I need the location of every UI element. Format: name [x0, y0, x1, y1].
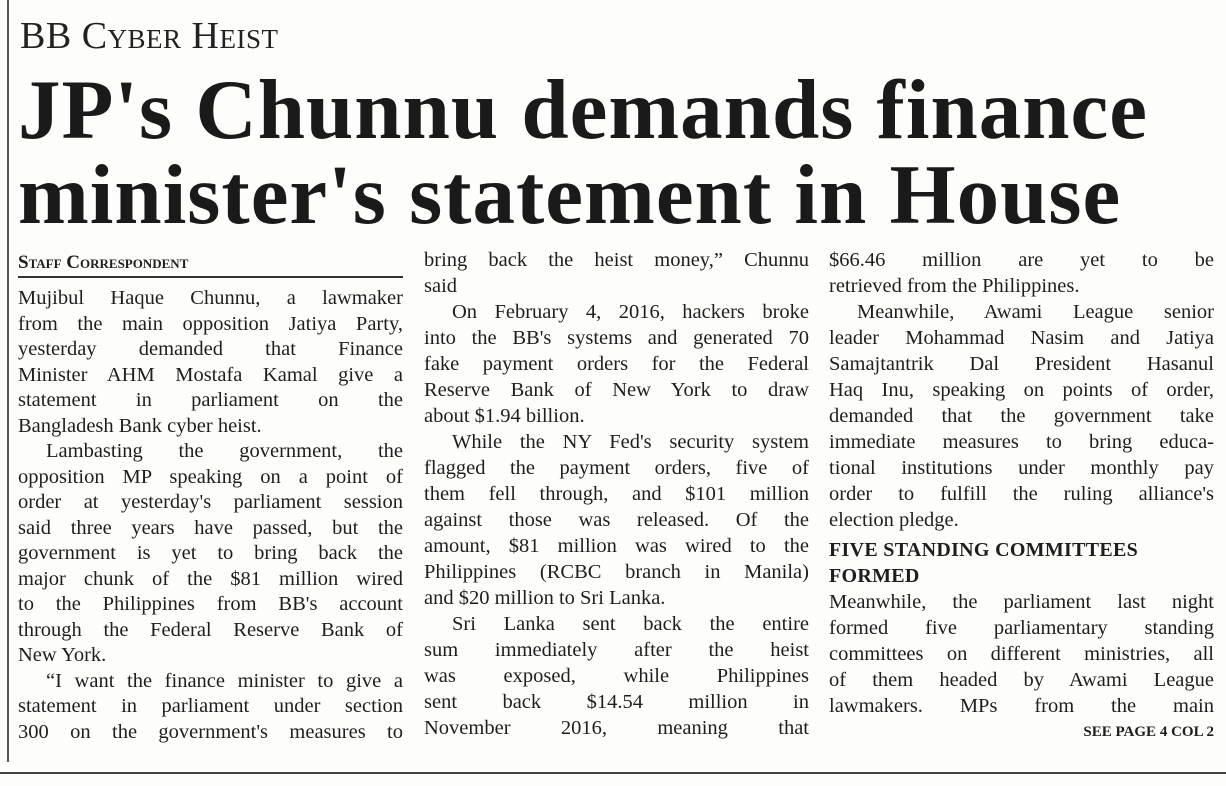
text-line: On February 4, 2016, hackers broke — [452, 301, 809, 323]
text-line: of them headed by Awami League — [829, 669, 1214, 691]
text-line: lawmakers. MPs from the main — [829, 695, 1214, 717]
text-line: $66.46 million are yet to be — [829, 249, 1214, 271]
text-line: Samajtantrik Dal President Hasanul — [829, 353, 1214, 375]
text-line: Lambasting the government, the — [46, 440, 403, 462]
column-body: Mujibul Haque Chunnu, a lawmaker from the… — [18, 286, 403, 745]
text-line: from the main opposition Jatiya Party, — [18, 312, 403, 335]
text-line: amount, $81 million was wired to the — [424, 535, 809, 557]
text-line: election pledge. — [829, 509, 959, 531]
text-line: government is yet to bring back the — [18, 542, 403, 564]
text-line: into the BB's systems and generated 70 — [424, 327, 809, 349]
text-line: 300 on the government's measures to — [18, 720, 403, 743]
text-line: Reserve Bank of New York to draw — [424, 379, 809, 401]
subheading: FIVE STANDING COMMITTEES FORMED — [829, 537, 1214, 589]
text-line: said three years have passed, but the — [18, 516, 403, 539]
text-line: against those was released. Of the — [424, 509, 809, 531]
column-rule-left — [7, 0, 9, 762]
text-line: said — [424, 275, 458, 297]
text-line: them fell through, and $101 million — [424, 483, 809, 505]
headline-line-2: minister's statement in House — [18, 148, 1122, 242]
column-body: $66.46 million are yet to be retrieved fr… — [829, 247, 1214, 533]
text-line: was exposed, while Philippines — [424, 665, 809, 687]
article-column-3: $66.46 million are yet to be retrieved fr… — [829, 247, 1214, 743]
text-line: New York. — [18, 644, 107, 666]
text-line: immediate measures to bring educa- — [829, 431, 1214, 453]
text-line: “I want the finance minister to give a — [46, 669, 403, 692]
text-line: retrieved from the Philippines. — [829, 275, 1080, 297]
text-line: and $20 million to Sri Lanka. — [424, 587, 666, 609]
text-line: November 2016, meaning that — [424, 717, 809, 739]
text-line: Haq Inu, speaking on points of order, — [829, 379, 1214, 401]
subheading-line: FIVE STANDING COMMITTEES — [829, 539, 1139, 561]
text-line: sent back $14.54 million in — [424, 691, 809, 713]
text-line: sum immediately after the heist — [424, 639, 809, 661]
column-body-after-subhead: Meanwhile, the parliament last night form… — [829, 589, 1214, 719]
byline: Staff Correspondent — [18, 250, 403, 278]
text-line: Sri Lanka sent back the entire — [452, 613, 809, 635]
text-line: to the Philippines from BB's account — [18, 593, 403, 615]
jump-line: SEE PAGE 4 COL 2 — [1083, 724, 1214, 740]
text-line: Bangladesh Bank cyber heist. — [18, 414, 262, 437]
text-line: through the Federal Reserve Bank of — [18, 618, 403, 641]
text-line: formed five parliamentary standing — [829, 617, 1214, 639]
article-column-1: Staff Correspondent Mujibul Haque Chunnu… — [18, 250, 403, 745]
text-line: demanded that the government take — [829, 405, 1214, 427]
text-line: tional institutions under monthly pay — [829, 457, 1214, 479]
subheading-line: FORMED — [829, 565, 920, 587]
text-line: statement in parliament on the — [18, 389, 403, 411]
text-line: order to fulfill the ruling alliance's — [829, 483, 1214, 505]
text-line: Mujibul Haque Chunnu, a lawmaker — [18, 287, 403, 309]
text-line: fake payment orders for the Federal — [424, 353, 809, 375]
text-line: Meanwhile, the parliament last night — [829, 591, 1214, 613]
headline: JP's Chunnu demands finance minister's s… — [18, 68, 1213, 238]
text-line: yesterday demanded that Finance — [18, 338, 403, 360]
text-line: opposition MP speaking on a point of — [18, 465, 403, 488]
text-line: about $1.94 billion. — [424, 405, 585, 427]
text-line: leader Mohammad Nasim and Jatiya — [829, 327, 1214, 349]
text-line: Philippines (RCBC branch in Manila) — [424, 561, 809, 583]
kicker: BB Cyber Heist — [20, 15, 279, 57]
text-line: Minister AHM Mostafa Kamal give a — [18, 363, 403, 386]
text-line: statement in parliament under section — [18, 695, 403, 717]
headline-line-1: JP's Chunnu demands finance — [18, 63, 1148, 157]
text-line: bring back the heist money,” Chunnu — [424, 249, 809, 271]
text-line: Meanwhile, Awami League senior — [857, 301, 1214, 323]
text-line: While the NY Fed's security system — [452, 431, 809, 453]
text-line: committees on different ministries, all — [829, 643, 1214, 665]
text-line: order at yesterday's parliament session — [18, 491, 403, 513]
text-line: major chunk of the $81 million wired — [18, 567, 403, 590]
bottom-rule — [0, 772, 1226, 774]
text-line: flagged the payment orders, five of — [424, 457, 809, 479]
article-column-2: bring back the heist money,” Chunnu said O… — [424, 247, 809, 741]
column-body: bring back the heist money,” Chunnu said O… — [424, 247, 809, 741]
